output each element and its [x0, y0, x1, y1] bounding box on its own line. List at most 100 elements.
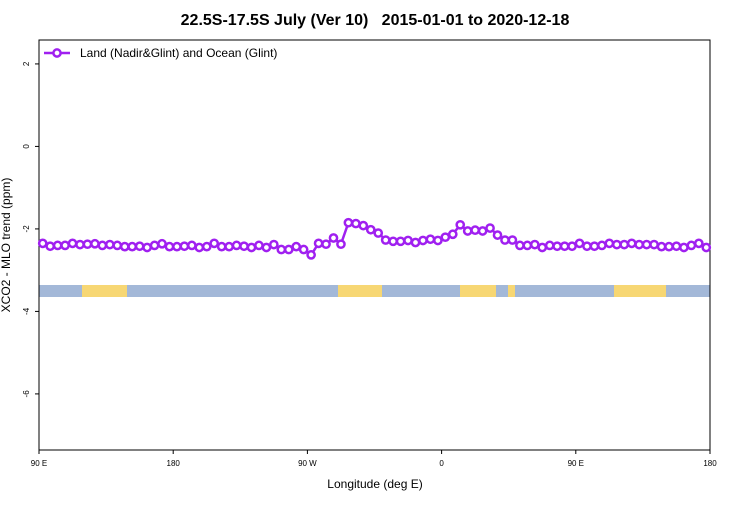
- point: [641, 239, 652, 250]
- point: [380, 235, 391, 245]
- point: [239, 241, 249, 252]
- point: [261, 242, 272, 253]
- point: [470, 225, 480, 236]
- x-axis-title: Longitude (deg E): [327, 477, 422, 491]
- point: [529, 239, 540, 250]
- point: [447, 229, 458, 240]
- point: [119, 241, 130, 252]
- point: [60, 240, 70, 251]
- point: [276, 244, 287, 255]
- point: [634, 239, 645, 250]
- point: [231, 240, 242, 251]
- point: [112, 240, 123, 251]
- legend-marker: [52, 48, 62, 58]
- point: [209, 238, 220, 249]
- point: [418, 235, 428, 246]
- point: [52, 240, 63, 251]
- land-patch: [338, 285, 382, 297]
- point: [492, 230, 503, 240]
- point: [358, 220, 369, 231]
- x-tick-label: 90 W: [298, 459, 317, 468]
- point: [582, 241, 592, 252]
- point: [485, 223, 495, 233]
- point: [283, 244, 294, 255]
- point: [224, 241, 234, 252]
- point: [142, 242, 152, 253]
- point: [455, 219, 466, 230]
- point: [186, 240, 197, 251]
- point: [395, 236, 406, 247]
- point: [134, 241, 145, 252]
- point: [90, 238, 100, 249]
- x-tick-label: 180: [167, 459, 181, 468]
- point: [67, 238, 78, 249]
- point: [37, 238, 48, 249]
- y-tick-label: -2: [22, 225, 31, 233]
- point: [365, 224, 376, 235]
- point: [127, 241, 138, 252]
- point: [589, 241, 600, 252]
- point: [179, 241, 190, 252]
- point: [693, 238, 704, 249]
- point: [82, 239, 93, 250]
- point: [201, 241, 212, 252]
- point: [104, 239, 115, 250]
- point: [552, 241, 563, 252]
- point: [574, 238, 585, 249]
- chart-title: 22.5S-17.5S July (Ver 10) 2015-01-01 to …: [181, 12, 570, 29]
- point: [246, 242, 257, 253]
- point: [433, 235, 443, 246]
- point: [194, 242, 205, 253]
- point: [291, 241, 302, 252]
- point: [440, 232, 451, 243]
- point: [559, 241, 570, 252]
- point: [164, 241, 175, 252]
- point: [656, 241, 667, 252]
- land-patch: [460, 285, 496, 297]
- point: [567, 241, 577, 252]
- y-tick-label: 2: [22, 61, 31, 66]
- point: [537, 242, 548, 253]
- point: [373, 228, 384, 238]
- point: [515, 240, 525, 251]
- land-patch: [82, 285, 127, 297]
- point: [522, 240, 533, 251]
- point: [336, 239, 346, 250]
- point: [686, 240, 697, 251]
- point: [671, 241, 682, 252]
- legend-label: Land (Nadir&Glint) and Ocean (Glint): [80, 46, 277, 60]
- point: [75, 239, 85, 250]
- x-tick-label: 0: [439, 459, 444, 468]
- x-tick-label: 180: [703, 459, 717, 468]
- point: [604, 238, 615, 249]
- y-tick-label: -4: [22, 307, 31, 315]
- land-patch: [614, 285, 666, 297]
- point: [328, 233, 339, 243]
- point: [664, 241, 674, 252]
- point: [254, 240, 264, 251]
- point: [388, 236, 398, 247]
- point: [462, 226, 473, 236]
- point: [597, 240, 607, 251]
- point: [298, 244, 309, 255]
- point: [321, 239, 331, 250]
- point: [410, 237, 421, 248]
- point: [45, 241, 56, 252]
- point: [611, 239, 622, 250]
- y-axis-title: XCO2 - MLO trend (ppm): [0, 178, 13, 313]
- point: [544, 240, 555, 251]
- point: [172, 241, 182, 252]
- land-patch: [508, 285, 515, 297]
- point: [343, 217, 354, 228]
- point: [306, 250, 316, 260]
- point: [403, 235, 413, 246]
- x-tick-label: 90 E: [31, 459, 47, 468]
- y-tick-label: -6: [22, 390, 31, 398]
- point: [626, 238, 637, 249]
- point: [679, 242, 689, 253]
- point: [351, 218, 361, 229]
- point: [157, 238, 167, 249]
- y-tick-label: 0: [22, 144, 31, 149]
- point: [149, 240, 160, 251]
